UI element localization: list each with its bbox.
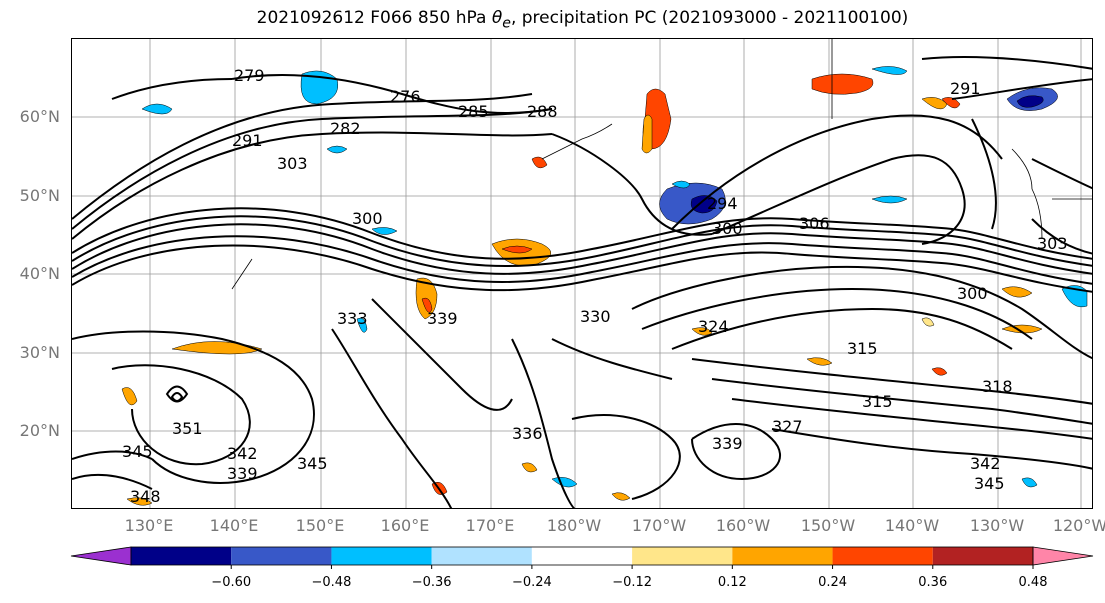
colorbar-segment: [732, 547, 833, 565]
map-canvas: 279 276 282 285 288 291 303 300 294 306 …: [72, 39, 1092, 508]
map-title: 2021092612 F066 850 hPa θe, precipitatio…: [256, 8, 909, 32]
coastlines: [231, 39, 1092, 290]
contour-label: 327: [772, 417, 803, 436]
contour-label: 303: [1037, 234, 1068, 253]
lon-label-140e: 140°E: [209, 516, 259, 535]
contour-label: 276: [390, 87, 421, 106]
contour-label: 345: [974, 474, 1005, 493]
theta-e-contours: [72, 56, 1092, 508]
contour-labels: 279 276 282 285 288 291 303 300 294 306 …: [122, 66, 1068, 506]
colorbar-segment: [331, 547, 432, 565]
lon-label-160w: 160°W: [715, 516, 771, 535]
contour-label: 300: [352, 209, 383, 228]
colorbar-segment: [431, 547, 532, 565]
lat-label-20n: 20°N: [19, 421, 60, 440]
contour-label: 345: [122, 442, 153, 461]
contour-label: 279: [234, 66, 265, 85]
precip-shading: [121, 66, 1088, 506]
contour-label: 339: [712, 434, 743, 453]
colorbar-tick-label: 0.48: [1018, 575, 1048, 590]
colorbar-segment: [632, 547, 733, 565]
colorbar-tick-label: 0.24: [818, 575, 848, 590]
contour-label: 300: [957, 284, 988, 303]
contour-label: 285: [458, 102, 489, 121]
contour-label: 318: [982, 377, 1013, 396]
lat-label-30n: 30°N: [19, 343, 60, 362]
contour-label: 348: [130, 487, 161, 506]
colorbar-border: [130, 546, 1034, 566]
lon-label-180w: 180°W: [546, 516, 602, 535]
contour-label: 282: [330, 119, 361, 138]
contour-label: 324: [698, 317, 729, 336]
lat-label-40n: 40°N: [19, 264, 60, 283]
colorbar-segment: [231, 547, 332, 565]
colorbar-arrow-right: [1032, 546, 1094, 566]
contour-label: 342: [970, 454, 1001, 473]
contour-label: 306: [799, 214, 830, 233]
lon-label-170e: 170°E: [465, 516, 515, 535]
colorbar-tick-label: −0.48: [311, 575, 352, 590]
colorbar-tick-label: 0.36: [918, 575, 948, 590]
contour-label: 336: [512, 424, 543, 443]
colorbar-segment: [531, 547, 633, 565]
lon-label-150e: 150°E: [295, 516, 345, 535]
colorbar-arrow-left: [70, 546, 132, 566]
lon-label-160e: 160°E: [380, 516, 430, 535]
colorbar-segment: [131, 547, 232, 565]
contour-label: 315: [847, 339, 878, 358]
colorbar-segment: [932, 547, 1033, 565]
contour-label: 345: [297, 454, 328, 473]
colorbar-tick-label: −0.36: [411, 575, 452, 590]
contour-label: 303: [277, 154, 308, 173]
map-panel: 279 276 282 285 288 291 303 300 294 306 …: [71, 38, 1093, 509]
contour-label: 300: [712, 219, 743, 238]
contour-label: 291: [950, 79, 981, 98]
lon-label-170w: 170°W: [631, 516, 687, 535]
contour-label: 342: [227, 444, 258, 463]
contour-label: 333: [337, 309, 368, 328]
lon-label-140w: 140°W: [884, 516, 940, 535]
contour-label: 351: [172, 419, 203, 438]
contour-label: 315: [862, 392, 893, 411]
lon-label-150w: 150°W: [800, 516, 856, 535]
colorbar-tick-label: −0.60: [211, 575, 252, 590]
colorbar-tick-label: 0.12: [717, 575, 747, 590]
contour-label: 330: [580, 307, 611, 326]
colorbar-segment: [832, 547, 933, 565]
lat-label-60n: 60°N: [19, 107, 60, 126]
contour-label: 291: [232, 131, 263, 150]
contour-label: 339: [227, 464, 258, 483]
contour-label: 288: [527, 102, 558, 121]
contour-label: 339: [427, 309, 458, 328]
lon-label-130e: 130°E: [124, 516, 174, 535]
lat-label-50n: 50°N: [19, 186, 60, 205]
contour-label: 294: [707, 194, 738, 213]
colorbar-tick-label: −0.12: [612, 575, 653, 590]
lon-label-120w: 120°W: [1052, 516, 1105, 535]
colorbar-tick-label: −0.24: [511, 575, 552, 590]
lon-label-130w: 130°W: [969, 516, 1025, 535]
